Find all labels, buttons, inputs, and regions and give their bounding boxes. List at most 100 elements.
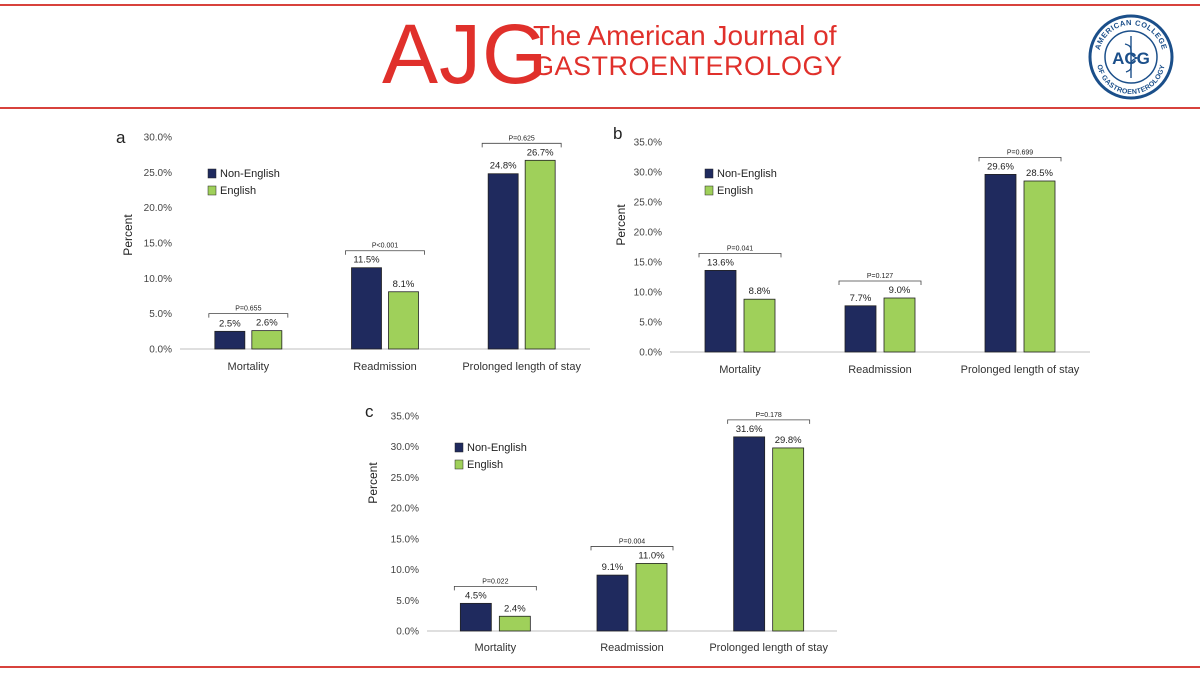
significance-bracket bbox=[590, 546, 674, 551]
legend-swatch bbox=[704, 168, 714, 179]
y-tick-label: 5.0% bbox=[639, 318, 662, 329]
legend-swatch bbox=[454, 459, 464, 470]
y-tick-label: 5.0% bbox=[396, 596, 419, 607]
data-label: 29.6% bbox=[987, 161, 1014, 172]
significance-bracket bbox=[978, 157, 1062, 162]
seal-center-text: ACG bbox=[1112, 49, 1150, 68]
p-value-label: P=0.041 bbox=[727, 245, 753, 252]
y-tick-label: 10.0% bbox=[144, 274, 172, 285]
header-rule bbox=[0, 107, 1200, 109]
y-tick-label: 0.0% bbox=[149, 345, 172, 356]
x-category-label: Mortality bbox=[228, 361, 270, 373]
x-category-label: Readmission bbox=[848, 364, 912, 376]
bar-non-english bbox=[733, 436, 766, 632]
x-category-label: Mortality bbox=[719, 364, 761, 376]
bar-english bbox=[635, 563, 668, 632]
bar-non-english bbox=[459, 602, 492, 632]
bar-non-english bbox=[214, 330, 246, 350]
significance-bracket bbox=[208, 313, 289, 318]
y-tick-label: 35.0% bbox=[634, 138, 662, 149]
data-label: 7.7% bbox=[850, 293, 872, 304]
ajg-logo: AJG bbox=[382, 7, 549, 101]
p-value-label: P=0.699 bbox=[1007, 149, 1033, 156]
data-label: 29.8% bbox=[775, 435, 802, 446]
significance-bracket bbox=[453, 585, 537, 591]
acg-seal-icon: AMERICAN COLLEGE OF GASTROENTEROLOGY ACG bbox=[1088, 14, 1174, 100]
bar-english bbox=[524, 159, 556, 350]
legend-label: Non-English bbox=[467, 442, 527, 454]
x-category-label: Prolonged length of stay bbox=[462, 361, 581, 373]
legend-label: Non-English bbox=[220, 168, 280, 180]
y-tick-label: 10.0% bbox=[634, 288, 662, 299]
bar-non-english bbox=[984, 174, 1017, 353]
journal-header: AJG The American Journal of GASTROENTERO… bbox=[0, 0, 1200, 108]
y-tick-label: 20.0% bbox=[391, 504, 419, 515]
data-label: 24.8% bbox=[490, 161, 517, 172]
p-value-label: P=0.127 bbox=[867, 273, 893, 280]
y-tick-label: 20.0% bbox=[634, 228, 662, 239]
journal-title-line2: GASTROENTEROLOGY bbox=[533, 51, 843, 81]
y-tick-label: 30.0% bbox=[144, 133, 172, 144]
y-tick-label: 10.0% bbox=[391, 565, 419, 576]
data-label: 9.0% bbox=[889, 285, 911, 296]
y-tick-label: 15.0% bbox=[144, 239, 172, 250]
legend-swatch bbox=[207, 185, 217, 196]
x-category-label: Mortality bbox=[475, 642, 517, 654]
y-axis-title: Percent bbox=[121, 214, 135, 256]
legend-label: English bbox=[220, 185, 256, 197]
y-tick-label: 15.0% bbox=[391, 534, 419, 545]
bar-non-english bbox=[844, 305, 877, 353]
data-label: 2.6% bbox=[256, 318, 278, 329]
chart-panel-a: a Percent 0.0% 5.0% 10.0% 15.0% 20.0% 25.0% 30.0… bbox=[116, 128, 590, 373]
bar-non-english bbox=[596, 574, 629, 632]
p-value-label: P=0.655 bbox=[235, 306, 261, 313]
data-label: 11.5% bbox=[353, 255, 380, 266]
bar-non-english bbox=[487, 173, 519, 350]
data-label: 2.4% bbox=[504, 603, 526, 614]
legend-label: English bbox=[717, 185, 753, 197]
x-category-label: Readmission bbox=[353, 361, 417, 373]
panel-letter: a bbox=[116, 128, 126, 147]
y-tick-label: 5.0% bbox=[149, 309, 172, 320]
p-value-label: P<0.001 bbox=[372, 243, 398, 250]
significance-bracket bbox=[345, 250, 425, 255]
data-label: 8.1% bbox=[393, 279, 415, 290]
chart-panel-b: b Percent 0.0% 5.0% 10.0% 15.0% 20.0% 25.0% 30.0… bbox=[613, 124, 1090, 376]
p-value-label: P=0.178 bbox=[756, 412, 782, 419]
bar-non-english bbox=[704, 269, 737, 353]
bar-english bbox=[498, 615, 531, 632]
data-label: 9.1% bbox=[602, 562, 624, 573]
y-tick-label: 35.0% bbox=[391, 412, 419, 423]
bar-non-english bbox=[351, 267, 382, 350]
panel-letter: c bbox=[365, 402, 374, 421]
bar-english bbox=[251, 330, 283, 350]
data-label: 11.0% bbox=[638, 550, 665, 561]
p-value-label: P=0.625 bbox=[509, 135, 535, 142]
legend-label: Non-English bbox=[717, 168, 777, 180]
legend-swatch bbox=[454, 442, 464, 453]
data-label: 28.5% bbox=[1026, 168, 1053, 179]
legend-swatch bbox=[207, 168, 217, 179]
y-tick-label: 25.0% bbox=[391, 473, 419, 484]
p-value-label: P=0.022 bbox=[482, 578, 508, 585]
legend-swatch bbox=[704, 185, 714, 196]
journal-title-line1: The American Journal of bbox=[533, 20, 837, 51]
significance-bracket bbox=[727, 419, 811, 424]
significance-bracket bbox=[698, 253, 782, 258]
p-value-label: P=0.004 bbox=[619, 538, 645, 545]
data-label: 8.8% bbox=[749, 286, 771, 297]
data-label: 2.5% bbox=[219, 318, 241, 329]
y-axis-title: Percent bbox=[366, 462, 380, 504]
data-label: 4.5% bbox=[465, 590, 487, 601]
x-category-label: Prolonged length of stay bbox=[961, 364, 1080, 376]
panel-letter: b bbox=[613, 124, 622, 143]
data-label: 26.7% bbox=[527, 147, 554, 158]
legend-label: English bbox=[467, 459, 503, 471]
y-tick-label: 25.0% bbox=[634, 198, 662, 209]
y-tick-label: 0.0% bbox=[639, 348, 662, 359]
y-tick-label: 25.0% bbox=[144, 168, 172, 179]
bar-english bbox=[388, 291, 419, 350]
bar-english bbox=[883, 297, 916, 353]
significance-bracket bbox=[481, 142, 562, 148]
y-tick-label: 0.0% bbox=[396, 627, 419, 638]
